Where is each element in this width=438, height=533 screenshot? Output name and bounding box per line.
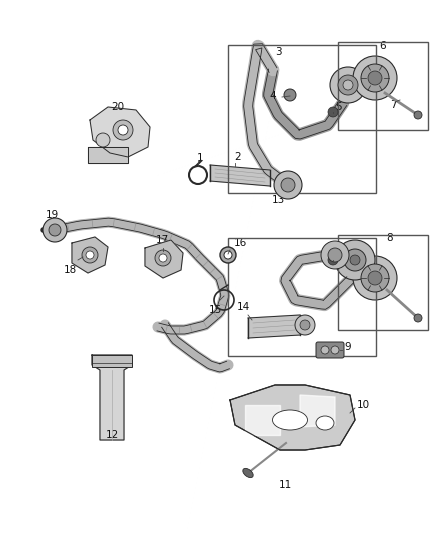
Circle shape xyxy=(295,315,315,335)
Bar xyxy=(228,238,376,356)
Text: 14: 14 xyxy=(237,302,250,312)
Polygon shape xyxy=(88,147,128,163)
Bar xyxy=(228,45,376,193)
Circle shape xyxy=(414,111,422,119)
Polygon shape xyxy=(72,237,108,273)
Text: 15: 15 xyxy=(208,305,222,315)
Circle shape xyxy=(414,314,422,322)
Circle shape xyxy=(343,80,353,90)
Text: 9: 9 xyxy=(345,342,351,352)
Circle shape xyxy=(338,75,358,95)
Text: 17: 17 xyxy=(155,235,169,245)
Bar xyxy=(338,42,428,130)
Polygon shape xyxy=(245,405,280,435)
Circle shape xyxy=(331,346,339,354)
Text: 11: 11 xyxy=(279,480,292,490)
Circle shape xyxy=(330,67,366,103)
Circle shape xyxy=(82,247,98,263)
Circle shape xyxy=(321,346,329,354)
Circle shape xyxy=(113,120,133,140)
FancyBboxPatch shape xyxy=(316,342,344,358)
Circle shape xyxy=(159,254,167,262)
Text: 5: 5 xyxy=(335,245,341,255)
Ellipse shape xyxy=(243,469,253,478)
Circle shape xyxy=(96,133,110,147)
Text: 10: 10 xyxy=(357,400,370,410)
Circle shape xyxy=(220,247,236,263)
Circle shape xyxy=(86,251,94,259)
Circle shape xyxy=(321,241,349,269)
Circle shape xyxy=(350,255,360,265)
Circle shape xyxy=(224,251,232,259)
Text: 7: 7 xyxy=(390,100,396,110)
Text: 12: 12 xyxy=(106,430,119,440)
Text: 13: 13 xyxy=(272,195,285,205)
Circle shape xyxy=(368,271,382,285)
Circle shape xyxy=(118,125,128,135)
Circle shape xyxy=(328,107,338,117)
Text: 8: 8 xyxy=(387,233,393,243)
Text: 16: 16 xyxy=(233,238,247,248)
Circle shape xyxy=(335,240,375,280)
Ellipse shape xyxy=(316,416,334,430)
Bar xyxy=(92,355,132,367)
Circle shape xyxy=(368,71,382,85)
Polygon shape xyxy=(210,165,270,186)
Text: 6: 6 xyxy=(380,41,386,51)
Bar xyxy=(338,235,428,330)
Text: 19: 19 xyxy=(46,210,59,220)
Circle shape xyxy=(361,64,389,92)
Circle shape xyxy=(328,248,342,262)
Circle shape xyxy=(43,218,67,242)
Circle shape xyxy=(155,250,171,266)
Text: 5: 5 xyxy=(335,102,341,112)
Circle shape xyxy=(353,256,397,300)
Circle shape xyxy=(344,249,366,271)
Ellipse shape xyxy=(272,410,307,430)
Text: 4: 4 xyxy=(270,91,276,101)
Polygon shape xyxy=(230,385,355,450)
Circle shape xyxy=(361,264,389,292)
Text: 2: 2 xyxy=(235,152,241,162)
Circle shape xyxy=(353,56,397,100)
Circle shape xyxy=(284,89,296,101)
Circle shape xyxy=(49,224,61,236)
Circle shape xyxy=(300,320,310,330)
Text: 20: 20 xyxy=(111,102,124,112)
Polygon shape xyxy=(248,315,300,338)
Polygon shape xyxy=(90,107,150,157)
Polygon shape xyxy=(300,395,335,427)
Circle shape xyxy=(281,178,295,192)
Text: 1: 1 xyxy=(197,153,203,163)
Polygon shape xyxy=(92,355,132,440)
Text: 18: 18 xyxy=(64,265,77,275)
Polygon shape xyxy=(145,240,183,278)
Text: 3: 3 xyxy=(275,47,281,57)
Circle shape xyxy=(274,171,302,199)
Circle shape xyxy=(328,255,338,265)
